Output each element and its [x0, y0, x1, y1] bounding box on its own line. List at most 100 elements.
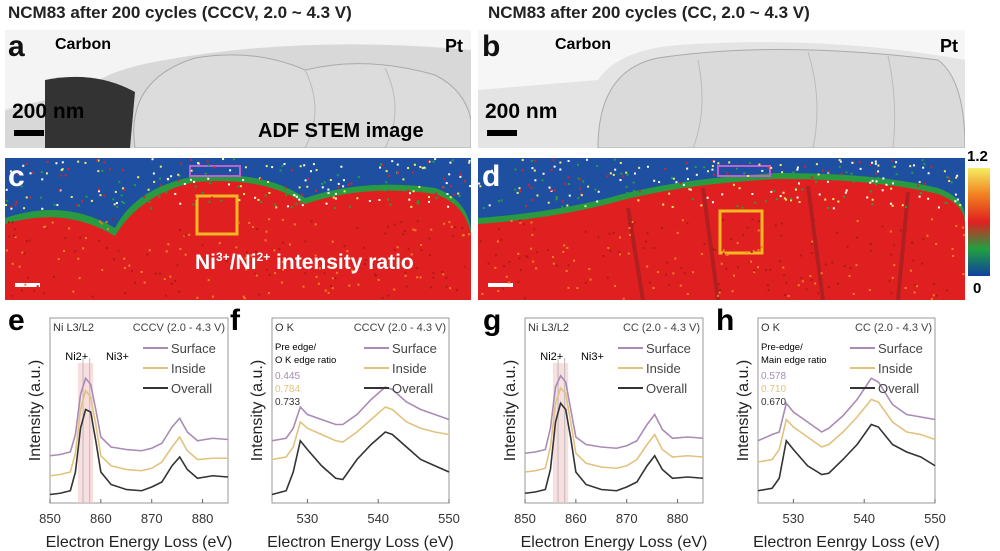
speckle	[679, 284, 682, 287]
speckle	[158, 195, 161, 198]
speckle	[675, 181, 678, 184]
title-cc: NCM83 after 200 cycles (CC, 2.0 ~ 4.3 V)	[488, 3, 810, 22]
speckle	[343, 258, 346, 261]
speckle	[298, 186, 301, 189]
speckle	[626, 192, 629, 195]
speckle	[685, 162, 688, 165]
speckle	[408, 192, 411, 195]
speckle	[694, 165, 697, 168]
speckle	[767, 166, 770, 169]
speckle	[421, 167, 424, 170]
speckle	[159, 165, 162, 168]
speckle	[120, 194, 123, 197]
speckle	[625, 171, 628, 174]
speckle	[801, 280, 804, 283]
speckle	[891, 204, 894, 207]
speckle	[381, 297, 384, 300]
speckle	[368, 200, 371, 203]
speckle	[784, 198, 787, 201]
caption-tail: intensity ratio	[270, 251, 414, 274]
speckle	[51, 221, 54, 224]
speckle	[27, 276, 30, 279]
speckle	[201, 244, 204, 247]
speckle	[146, 253, 149, 256]
speckle	[423, 166, 426, 169]
speckle	[237, 221, 240, 224]
speckle	[112, 258, 115, 261]
speckle	[521, 169, 524, 172]
speckle	[945, 289, 948, 292]
speckle	[628, 226, 631, 229]
speckle	[613, 158, 616, 161]
x-tick-label: 850	[514, 511, 536, 526]
speckle	[304, 272, 307, 275]
speckle	[482, 207, 485, 210]
speckle	[820, 272, 823, 275]
legend-label-surface: Surface	[878, 341, 923, 356]
speckle	[835, 231, 838, 234]
speckle	[893, 264, 896, 267]
speckle	[432, 160, 435, 163]
scale-label-b: 200 nm	[485, 100, 558, 123]
speckle	[45, 172, 48, 175]
speckle	[798, 201, 801, 204]
speckle	[412, 228, 415, 231]
speckle	[666, 191, 669, 194]
speckle	[334, 197, 337, 200]
speckle	[378, 199, 381, 202]
speckle	[84, 161, 87, 164]
speckle	[417, 202, 420, 205]
speckle	[814, 282, 817, 285]
speckle	[730, 238, 733, 241]
speckle	[377, 261, 380, 264]
legend-label-surface: Surface	[646, 341, 691, 356]
speckle	[227, 183, 230, 186]
pt-label-a: Pt	[445, 36, 463, 56]
speckle	[281, 164, 284, 167]
speckle	[464, 265, 467, 268]
speckle	[556, 196, 559, 199]
speckle	[64, 236, 67, 239]
speckle	[852, 161, 855, 164]
speckle	[491, 169, 494, 172]
speckle	[726, 253, 729, 256]
speckle	[364, 259, 367, 262]
speckle	[796, 166, 799, 169]
speckle	[343, 245, 346, 248]
speckle	[891, 159, 894, 162]
speckle	[770, 190, 773, 193]
speckle	[782, 266, 785, 269]
speckle	[152, 172, 155, 175]
speckle	[8, 235, 11, 238]
eels-spectra: e Surface Inside Overall Ni L3/L2 CCCV (2.0 -…	[8, 304, 946, 551]
speckle	[148, 249, 151, 252]
speckle	[809, 274, 812, 277]
speckle	[921, 262, 924, 265]
speckle	[703, 166, 706, 169]
speckle	[20, 185, 23, 188]
speckle	[797, 182, 800, 185]
series-line-surface	[524, 374, 704, 455]
speckle	[255, 195, 258, 198]
speckle	[267, 180, 270, 183]
speckle	[99, 220, 102, 223]
speckle	[143, 195, 146, 198]
speckle	[32, 171, 35, 174]
speckle	[63, 250, 66, 253]
speckle	[256, 228, 259, 231]
speckle	[375, 274, 378, 277]
speckle	[748, 162, 751, 165]
speckle	[686, 167, 689, 170]
speckle	[84, 237, 87, 240]
speckle	[396, 246, 399, 249]
speckle	[518, 257, 521, 260]
caption-sup-3: 3+	[216, 250, 230, 264]
speckle	[550, 169, 553, 172]
speckle	[265, 165, 268, 168]
speckle	[738, 187, 741, 190]
speckle	[794, 188, 797, 191]
speckle	[683, 272, 686, 275]
speckle	[356, 197, 359, 200]
speckle	[293, 223, 296, 226]
speckle	[568, 183, 571, 186]
